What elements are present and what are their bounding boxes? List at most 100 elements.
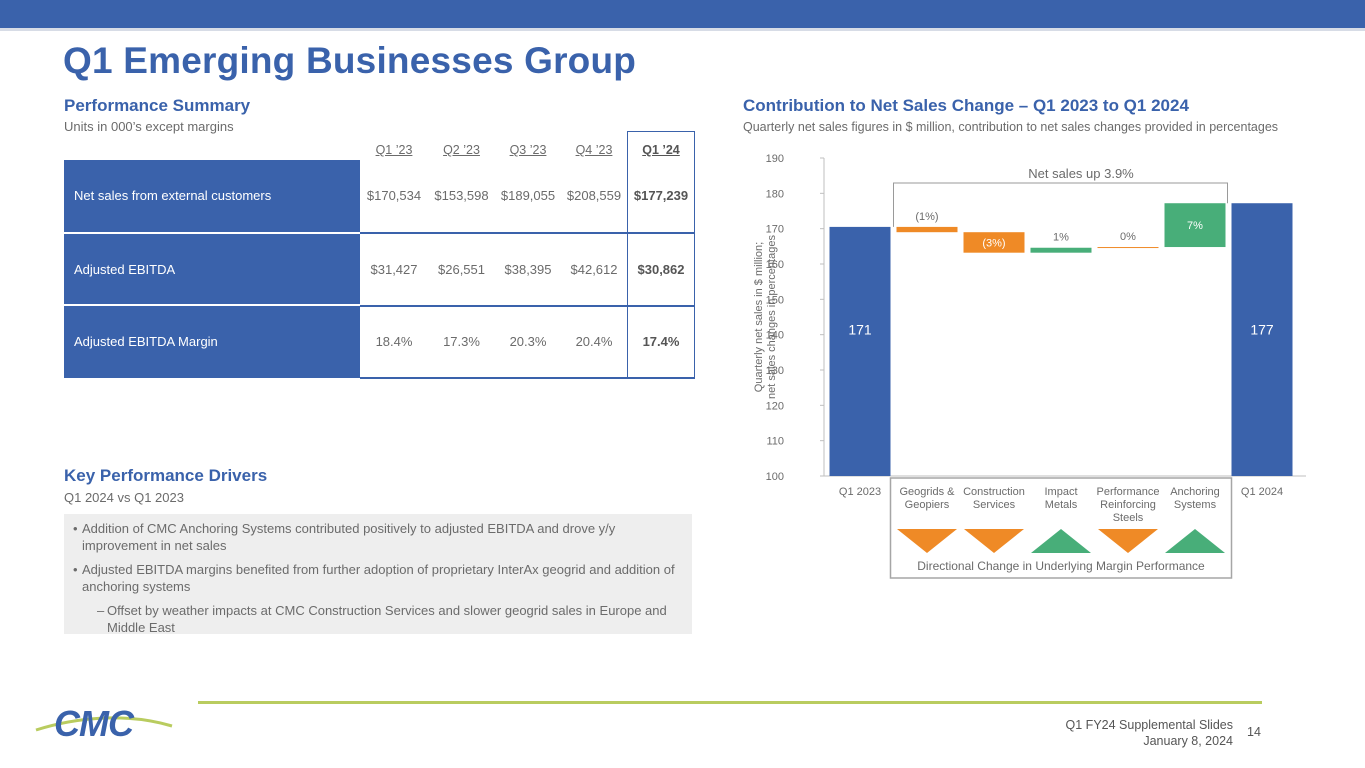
table-cell: $42,612 <box>570 262 618 277</box>
table-bottom-border <box>360 377 695 379</box>
x-category-label: Construction <box>963 486 1025 498</box>
y-axis-label: Quarterly net sales in $ million;net sal… <box>753 235 778 399</box>
svg-text:CMC: CMC <box>54 703 135 742</box>
bar-value-label: (1%) <box>915 211 938 223</box>
col-header-current: Q1 ’24 <box>642 143 680 157</box>
x-category-label: Systems <box>1174 499 1217 511</box>
margin-down-triangle-icon <box>964 529 1024 553</box>
col-header: Q2 ’23 <box>443 143 480 157</box>
y-tick-label: 120 <box>766 400 784 412</box>
x-category-label: Services <box>973 499 1016 511</box>
performance-summary-title: Performance Summary <box>64 96 251 115</box>
y-tick-label: 140 <box>766 330 784 342</box>
table-cell: 20.3% <box>509 334 547 349</box>
margin-box <box>889 477 1233 579</box>
margin-down-triangle-icon <box>897 529 957 553</box>
label-divider <box>64 232 360 234</box>
table-cell: 20.4% <box>575 334 613 349</box>
y-axis-label-line: net sales changes in percentages <box>766 235 778 399</box>
current-quarter-highlight <box>627 131 695 378</box>
x-category-label: Metals <box>1045 499 1078 511</box>
driver-bullet: Addition of CMC Anchoring Systems contri… <box>73 520 682 554</box>
table-cell-current: 17.4% <box>642 334 680 349</box>
table-cell: $208,559 <box>566 188 622 203</box>
y-tick-label: 170 <box>766 224 784 236</box>
row-divider <box>64 232 695 234</box>
table-cell: 18.4% <box>375 334 413 349</box>
x-category-label: Reinforcing <box>1100 499 1156 511</box>
change-bar <box>896 226 958 233</box>
bar-value-label: 7% <box>1187 220 1203 232</box>
y-axis-label-line: Quarterly net sales in $ million; <box>753 242 765 392</box>
driver-sub-bullet: Offset by weather impacts at CMC Constru… <box>74 602 682 636</box>
key-drivers-title: Key Performance Drivers <box>64 466 268 485</box>
contribution-title: Contribution to Net Sales Change – Q1 20… <box>743 96 1189 115</box>
margin-up-triangle-icon <box>1165 529 1225 553</box>
table-cell: 17.3% <box>443 334 480 349</box>
waterfall-chart: Quarterly net sales in $ million;net sal… <box>753 153 1306 579</box>
bar-value-label: 177 <box>1250 322 1274 338</box>
table-header-row: Q1 ’23 Q2 ’23 Q3 ’23 Q4 ’23 Q1 ’24 <box>64 131 695 160</box>
margin-caption: Directional Change in Underlying Margin … <box>917 559 1205 573</box>
table-row: Adjusted EBITDA $31,427 $26,551 $38,395 … <box>64 234 695 306</box>
x-category-label: Q1 2024 <box>1241 486 1283 498</box>
col-header: Q1 ’23 <box>375 143 413 157</box>
bar-value-label: 171 <box>848 322 872 338</box>
driver-bullet: Adjusted EBITDA margins benefited from f… <box>73 561 682 595</box>
footer-deck-name: Q1 FY24 Supplemental Slides <box>1065 718 1233 732</box>
row-label: Net sales from external customers <box>64 160 360 232</box>
x-category-label: Q1 2023 <box>839 486 881 498</box>
total-bar <box>829 226 891 476</box>
col-header: Q3 ’23 <box>509 143 547 157</box>
row-divider <box>64 305 695 307</box>
row-label: Adjusted EBITDA <box>64 234 360 306</box>
table-cell: $26,551 <box>438 262 485 277</box>
x-category-label: Geogrids & <box>899 486 955 498</box>
bracket-label: Net sales up 3.9% <box>1028 166 1134 181</box>
change-bar <box>1097 247 1159 249</box>
top-banner-shadow <box>0 28 1365 31</box>
label-divider <box>64 304 360 306</box>
contribution-subtitle: Quarterly net sales figures in $ million… <box>743 120 1279 134</box>
y-tick-label: 130 <box>766 365 784 377</box>
footer-date: January 8, 2024 <box>1143 734 1233 748</box>
table-cell: $153,598 <box>434 188 489 203</box>
table-cell: $38,395 <box>504 262 552 277</box>
table-cell: $31,427 <box>370 262 418 277</box>
table-row: Net sales from external customers $170,5… <box>64 160 695 232</box>
top-banner <box>0 0 1365 28</box>
x-category-label: Geopiers <box>905 499 950 511</box>
footer-caption: Q1 FY24 Supplemental Slides January 8, 2… <box>1066 717 1233 749</box>
change-bar <box>1164 203 1226 248</box>
key-drivers-subtitle: Q1 2024 vs Q1 2023 <box>64 490 184 505</box>
performance-summary-subtitle: Units in 000’s except margins <box>64 119 234 134</box>
table-cell-current: $177,239 <box>633 188 689 203</box>
table-cell: $170,534 <box>366 188 422 203</box>
y-tick-label: 190 <box>766 153 784 165</box>
table-cell: $189,055 <box>500 188 556 203</box>
y-tick-label: 100 <box>766 471 784 483</box>
change-bar <box>963 232 1025 253</box>
col-header: Q4 ’23 <box>575 143 613 157</box>
x-category-label: Impact <box>1044 486 1077 498</box>
y-tick-label: 150 <box>766 294 784 306</box>
bar-value-label: (3%) <box>982 237 1005 249</box>
margin-down-triangle-icon <box>1098 529 1158 553</box>
total-bar <box>1231 203 1293 476</box>
bracket-line <box>893 182 1228 227</box>
bar-value-label: 1% <box>1053 232 1069 244</box>
x-category-label: Steels <box>1113 512 1144 524</box>
x-category-label: Performance <box>1097 486 1160 498</box>
y-tick-label: 160 <box>766 259 784 271</box>
x-category-label: Anchoring <box>1170 486 1220 498</box>
page-number: 14 <box>1247 725 1261 739</box>
y-tick-label: 110 <box>766 436 784 448</box>
margin-up-triangle-icon <box>1031 529 1091 553</box>
footer-rule <box>198 701 1262 704</box>
change-bar <box>1030 247 1092 253</box>
table-row: Adjusted EBITDA Margin 18.4% 17.3% 20.3%… <box>64 306 695 378</box>
page-title: Q1 Emerging Businesses Group <box>63 40 637 81</box>
cmc-logo: CMC <box>35 703 173 742</box>
bar-value-label: 0% <box>1120 231 1136 243</box>
key-drivers-box: Addition of CMC Anchoring Systems contri… <box>64 514 692 636</box>
